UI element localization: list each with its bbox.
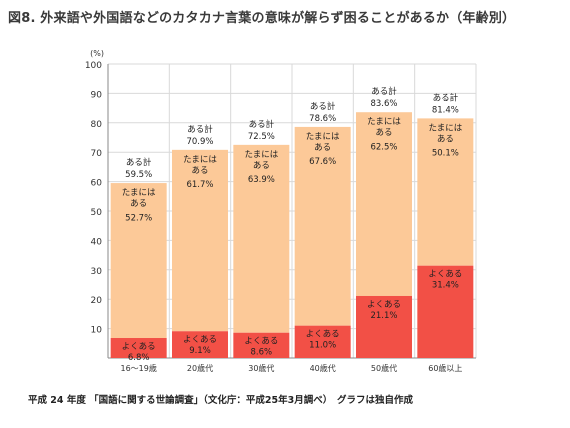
data-label-yoku: 8.6% xyxy=(251,348,273,358)
total-value-label: 81.4% xyxy=(432,105,459,115)
series-label-yoku: よくある xyxy=(122,342,156,352)
total-label: ある計 xyxy=(310,101,336,112)
bar-segment-yoku xyxy=(417,265,474,358)
series-label-tamani: ある xyxy=(130,199,147,209)
total-value-label: 70.9% xyxy=(186,137,213,147)
series-label-yoku: よくある xyxy=(183,335,217,345)
bar-segment-yoku xyxy=(294,325,351,358)
y-tick-label: 90 xyxy=(91,90,103,100)
series-label-tamani: ある xyxy=(437,134,454,144)
data-label-tamani: 50.1% xyxy=(432,149,459,159)
series-label-tamani: たまには xyxy=(306,132,340,142)
bar-segment-tamani xyxy=(110,183,167,339)
bar-segment-yoku xyxy=(110,338,167,358)
y-tick-label: 60 xyxy=(91,179,103,189)
data-label-yoku: 6.8% xyxy=(128,353,150,363)
data-label-yoku: 9.1% xyxy=(189,346,211,356)
data-label-yoku: 21.1% xyxy=(370,311,397,321)
bar-segment-yoku xyxy=(356,295,412,358)
total-value-label: 59.5% xyxy=(125,170,152,180)
y-tick-label: 100 xyxy=(85,61,102,71)
data-label-tamani: 67.6% xyxy=(309,157,336,167)
total-label: ある計 xyxy=(371,86,397,97)
data-label-tamani: 63.9% xyxy=(248,175,275,185)
data-label-tamani: 62.5% xyxy=(370,143,397,153)
total-label: ある計 xyxy=(249,119,275,130)
series-label-tamani: たまには xyxy=(428,123,462,133)
y-tick-label: 10 xyxy=(91,326,103,336)
y-unit-label: (%) xyxy=(90,49,104,58)
bar-segment-yoku xyxy=(172,331,228,358)
bar-segment-tamani xyxy=(417,118,474,266)
series-label-tamani: たまには xyxy=(367,117,401,127)
series-label-tamani: たまには xyxy=(244,150,278,160)
total-label: ある計 xyxy=(126,157,152,168)
x-tick-label: 16〜19歳 xyxy=(120,363,156,373)
bar-segment-tamani xyxy=(294,126,351,326)
x-tick-label: 60歳以上 xyxy=(428,363,462,373)
series-label-tamani: ある xyxy=(314,143,331,153)
y-tick-label: 30 xyxy=(91,267,103,277)
y-tick-label: 20 xyxy=(91,296,103,306)
total-value-label: 78.6% xyxy=(309,114,336,124)
y-tick-label: 80 xyxy=(91,120,103,130)
total-label: ある計 xyxy=(187,124,213,135)
total-value-label: 72.5% xyxy=(248,132,275,142)
series-label-tamani: ある xyxy=(253,161,270,171)
y-tick-label: 50 xyxy=(91,208,103,218)
x-tick-label: 40歳代 xyxy=(310,363,336,373)
data-label-tamani: 61.7% xyxy=(186,180,213,190)
series-label-yoku: よくある xyxy=(367,300,401,310)
chart-title: 図8. 外来語や外国語などのカタカナ言葉の意味が解らず困ることがあるか（年齢別） xyxy=(8,11,516,26)
source-note: 平成 24 年度 「国語に関する世論調査」（文化庁：平成25年3月調べ） グラフ… xyxy=(28,395,413,406)
series-label-tamani: ある xyxy=(191,166,208,176)
series-label-yoku: よくある xyxy=(306,330,340,340)
bar-segment-tamani xyxy=(172,149,228,332)
y-tick-label: 40 xyxy=(91,237,103,247)
data-label-yoku: 11.0% xyxy=(309,341,336,351)
series-label-tamani: ある xyxy=(375,128,392,138)
bar-segment-tamani xyxy=(356,112,412,296)
x-tick-label: 50歳代 xyxy=(371,363,397,373)
total-value-label: 83.6% xyxy=(370,99,397,109)
data-label-yoku: 31.4% xyxy=(432,281,459,291)
y-tick-label: 70 xyxy=(91,149,103,159)
bar-segment-tamani xyxy=(233,144,290,333)
data-label-tamani: 52.7% xyxy=(125,213,152,223)
series-label-tamani: たまには xyxy=(183,155,217,165)
series-label-tamani: たまには xyxy=(122,188,156,198)
series-label-yoku: よくある xyxy=(428,270,462,280)
series-label-yoku: よくある xyxy=(244,337,278,347)
x-tick-label: 30歳代 xyxy=(248,363,274,373)
bar-segment-yoku xyxy=(233,332,290,358)
x-tick-label: 20歳代 xyxy=(187,363,213,373)
total-label: ある計 xyxy=(433,92,459,103)
